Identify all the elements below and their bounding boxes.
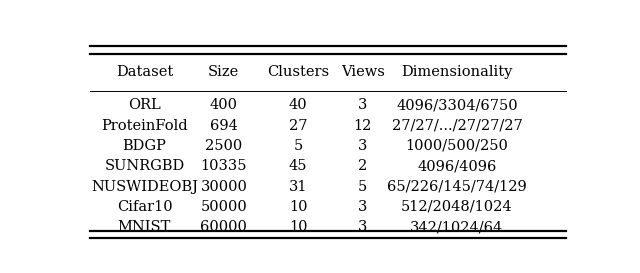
Text: 3: 3 (358, 98, 367, 112)
Text: 10: 10 (289, 220, 307, 234)
Text: 3: 3 (358, 139, 367, 153)
Text: ProteinFold: ProteinFold (101, 118, 188, 133)
Text: Table 1. Benchmark multi-view datasets description: Table 1. Benchmark multi-view datasets d… (106, 14, 550, 29)
Text: 512/2048/1024: 512/2048/1024 (401, 200, 513, 214)
Text: 3: 3 (358, 200, 367, 214)
Text: 27: 27 (289, 118, 307, 133)
Text: 45: 45 (289, 159, 307, 173)
Text: 5: 5 (294, 139, 303, 153)
Text: 400: 400 (210, 98, 238, 112)
Text: 40: 40 (289, 98, 308, 112)
Text: 30000: 30000 (200, 180, 247, 194)
Text: 27/27/.../27/27/27: 27/27/.../27/27/27 (392, 118, 522, 133)
Text: 694: 694 (210, 118, 238, 133)
Text: Cifar10: Cifar10 (116, 200, 172, 214)
Text: 3: 3 (358, 220, 367, 234)
Text: 342/1024/64: 342/1024/64 (410, 220, 504, 234)
Text: SUNRGBD: SUNRGBD (104, 159, 184, 173)
Text: 5: 5 (358, 180, 367, 194)
Text: 2500: 2500 (205, 139, 243, 153)
Text: 4096/3304/6750: 4096/3304/6750 (396, 98, 518, 112)
Text: 31: 31 (289, 180, 307, 194)
Text: ORL: ORL (128, 98, 161, 112)
Text: BDGP: BDGP (122, 139, 166, 153)
Text: 4096/4096: 4096/4096 (417, 159, 497, 173)
Text: 2: 2 (358, 159, 367, 173)
Text: 10335: 10335 (200, 159, 247, 173)
Text: Views: Views (340, 65, 385, 79)
Text: Dataset: Dataset (116, 65, 173, 79)
Text: Clusters: Clusters (267, 65, 330, 79)
Text: Size: Size (208, 65, 239, 79)
Text: 60000: 60000 (200, 220, 247, 234)
Text: Dimensionality: Dimensionality (401, 65, 513, 79)
Text: 12: 12 (353, 118, 372, 133)
Text: 1000/500/250: 1000/500/250 (406, 139, 508, 153)
Text: MNIST: MNIST (118, 220, 171, 234)
Text: 50000: 50000 (200, 200, 247, 214)
Text: NUSWIDEOBJ: NUSWIDEOBJ (91, 180, 198, 194)
Text: 10: 10 (289, 200, 307, 214)
Text: 65/226/145/74/129: 65/226/145/74/129 (387, 180, 527, 194)
